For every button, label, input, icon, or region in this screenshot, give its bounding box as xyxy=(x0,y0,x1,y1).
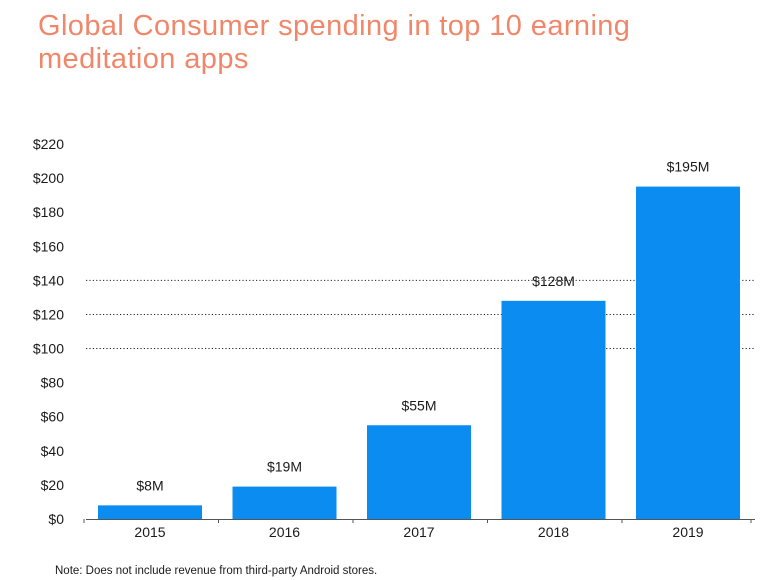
bar-2017 xyxy=(367,425,471,519)
y-tick-label: $40 xyxy=(41,443,65,459)
x-axis: 2015 2016 2017 2018 2019 xyxy=(83,519,755,540)
x-tick-label: 2017 xyxy=(403,524,434,540)
y-tick-label: $140 xyxy=(33,272,64,288)
y-axis: $0 $20 $40 $60 $80 $100 $120 $140 $160 $180 $200 $2… xyxy=(33,136,64,527)
data-label-2018: $128M xyxy=(532,273,575,289)
data-labels: $8M $19M $55M $128M $195M xyxy=(136,159,709,494)
x-tick-label: 2016 xyxy=(269,524,300,540)
bar-2016 xyxy=(232,486,337,519)
y-tick-label: $220 xyxy=(33,136,64,152)
y-tick-label: $180 xyxy=(33,204,64,220)
y-tick-label: $100 xyxy=(33,341,64,357)
data-label-2016: $19M xyxy=(267,459,302,475)
bar-2015 xyxy=(98,505,202,519)
bar-2018 xyxy=(501,300,606,519)
data-label-2019: $195M xyxy=(667,159,710,175)
y-tick-label: $160 xyxy=(33,238,64,254)
y-tick-label: $80 xyxy=(41,375,65,391)
y-tick-label: $200 xyxy=(33,170,64,186)
data-label-2017: $55M xyxy=(401,397,436,413)
y-tick-label: $120 xyxy=(33,306,64,322)
y-tick-label: $60 xyxy=(41,409,65,425)
x-tick-label: 2018 xyxy=(538,524,569,540)
data-label-2015: $8M xyxy=(136,477,163,493)
x-tick-label: 2019 xyxy=(672,524,703,540)
footnote: Note: Does not include revenue from thir… xyxy=(55,565,378,577)
y-tick-label: $0 xyxy=(48,511,64,527)
chart-title: Global Consumer spending in top 10 earni… xyxy=(38,10,631,75)
bars xyxy=(98,186,740,519)
x-tick-label: 2015 xyxy=(134,524,165,540)
bar-2019 xyxy=(636,186,740,519)
y-tick-label: $20 xyxy=(41,477,65,493)
